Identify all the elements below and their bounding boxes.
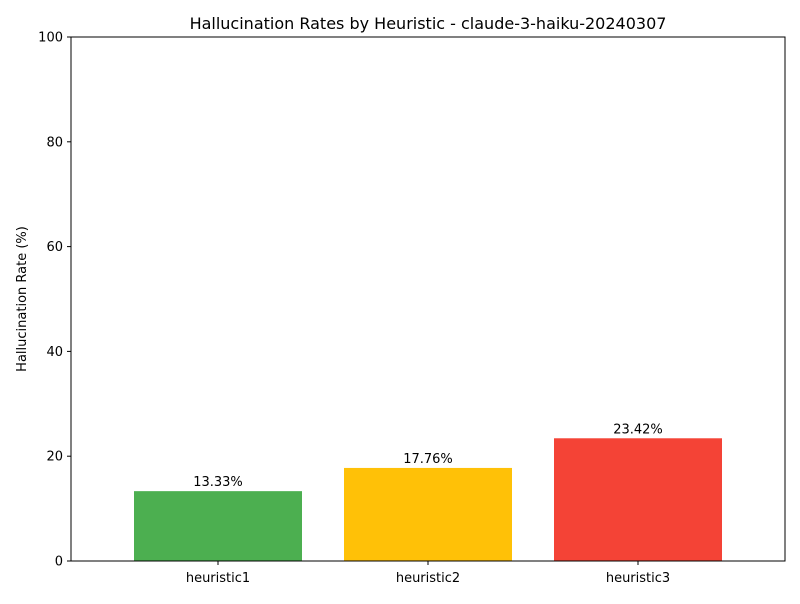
x-tick-label: heuristic1 (186, 571, 250, 586)
bars-group: 13.33% 17.76% 23.42% (134, 422, 722, 561)
y-axis-label: Hallucination Rate (%) (15, 226, 30, 372)
y-tick-label: 20 (46, 450, 63, 465)
y-tick-label: 100 (38, 31, 63, 46)
y-tick-label: 60 (46, 240, 63, 255)
x-tick-label: heuristic2 (396, 571, 460, 586)
x-axis-ticks: heuristic1 heuristic2 heuristic3 (186, 561, 670, 586)
x-tick-label: heuristic3 (606, 571, 670, 586)
y-tick-label: 40 (46, 345, 63, 360)
bar-heuristic2 (344, 467, 512, 561)
bar-heuristic3 (554, 438, 722, 561)
bar-value-label: 13.33% (193, 475, 243, 490)
y-tick-label: 0 (55, 555, 63, 570)
chart-title: Hallucination Rates by Heuristic - claud… (190, 14, 667, 33)
y-axis-ticks: 0 20 40 60 80 100 (38, 31, 71, 570)
bar-heuristic1 (134, 491, 302, 561)
bar-value-label: 23.42% (613, 422, 663, 437)
y-tick-label: 80 (46, 135, 63, 150)
plot-area-frame (70, 36, 786, 562)
bar-value-label: 17.76% (403, 452, 453, 467)
